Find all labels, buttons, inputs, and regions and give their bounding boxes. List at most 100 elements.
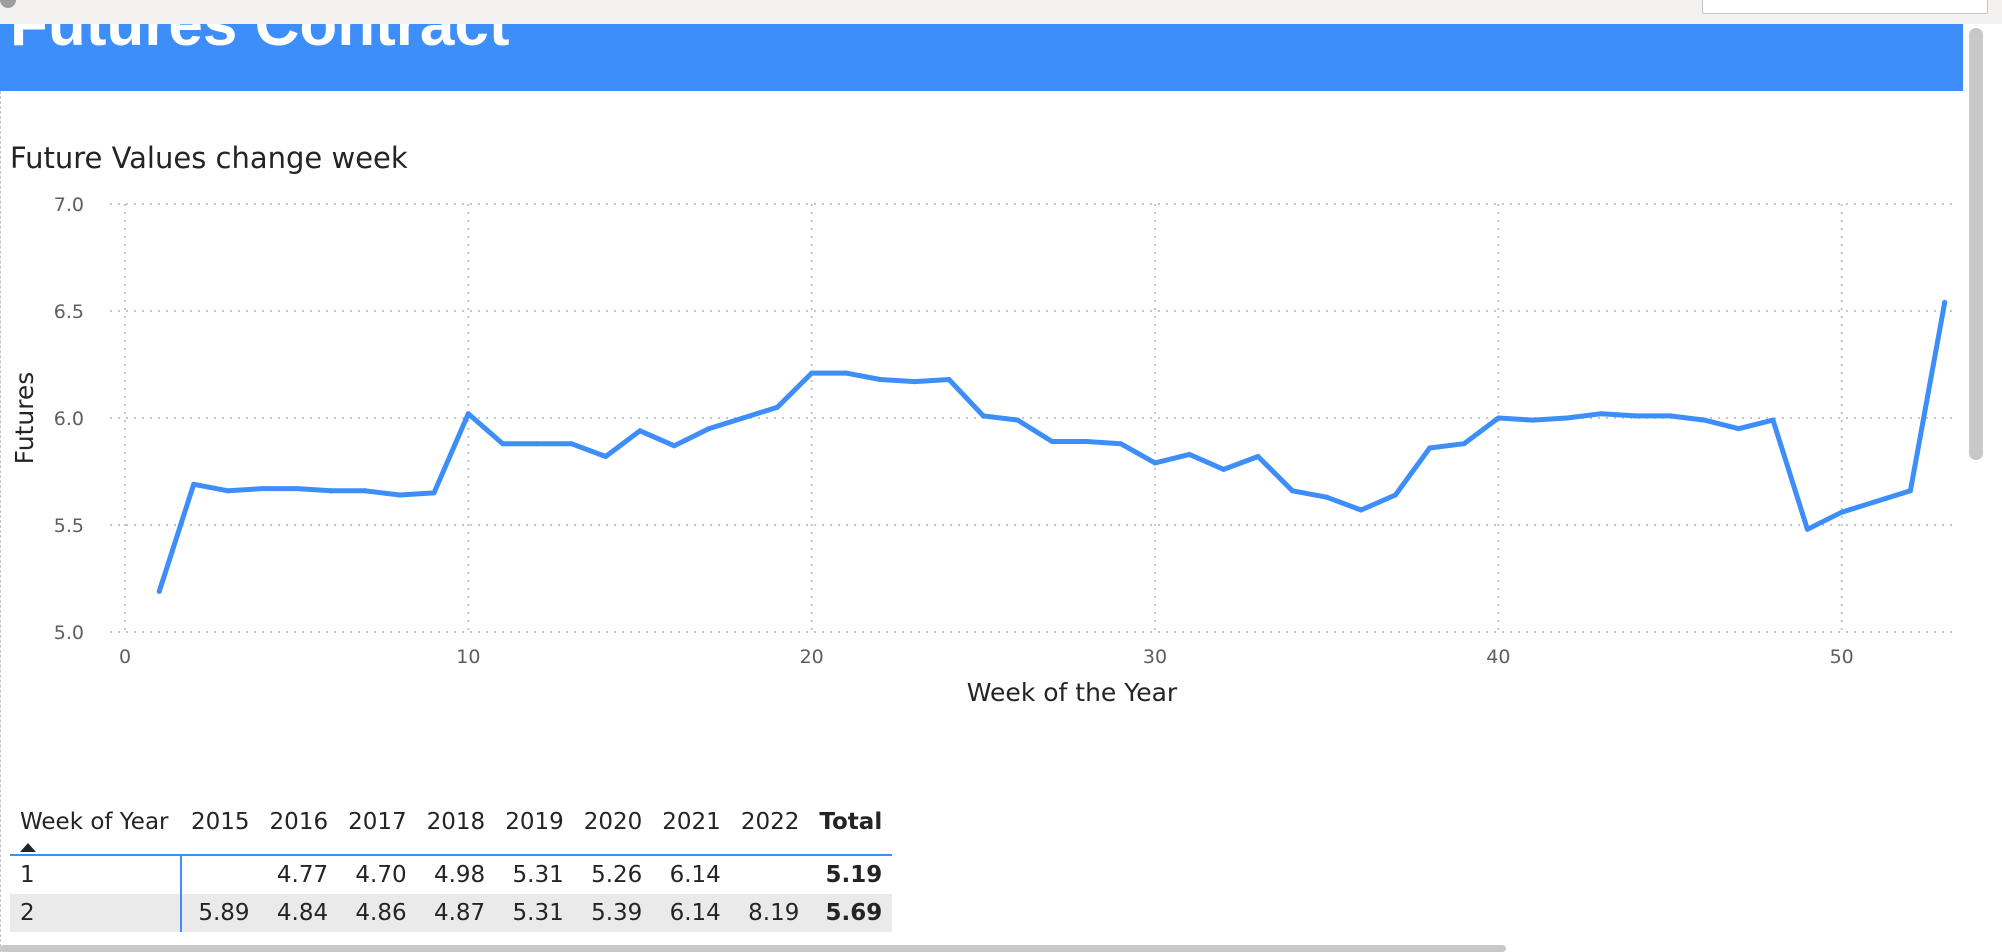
total-cell: 5.69 [809,894,893,932]
table-cell: 4.87 [416,894,496,932]
chart-title: Future Values change week [10,141,408,175]
visual-border [0,91,2,952]
data-point [1289,488,1295,494]
matrix-table: Week of Year 2015 2016 2017 2018 2019 20… [10,799,893,932]
data-point [259,486,265,492]
data-point [603,454,609,459]
report-title: Futures Contract [10,24,510,59]
x-tick-label: 30 [1143,646,1167,668]
vertical-scrollbar-thumb[interactable] [1969,28,1983,460]
y-axis-title: Futures [10,372,39,465]
table-cell: 5.31 [495,894,574,932]
data-point [1598,411,1604,417]
table-cell: 5.89 [181,894,260,932]
data-point [1186,451,1192,457]
sort-ascending-icon[interactable] [20,843,36,852]
table-cell: 5.39 [573,894,653,932]
data-point [1152,460,1158,466]
x-axis-ticks: 0 10 20 30 40 50 [119,646,1854,668]
data-point [500,441,506,447]
y-tick-label: 5.0 [54,622,84,644]
x-tick-label: 50 [1830,646,1854,668]
y-tick-label: 6.0 [54,408,84,430]
data-point [1083,439,1089,444]
table-cell: 6.14 [652,894,731,932]
x-tick-label: 40 [1486,646,1510,668]
x-tick-label: 20 [800,646,824,668]
x-tick-label: 0 [119,646,131,668]
row-header: 1 [10,855,182,894]
table-row[interactable]: 2 5.89 4.84 4.86 4.87 5.31 5.39 6.14 8.1… [10,894,893,932]
y-tick-label: 6.5 [54,301,84,323]
data-point [1118,441,1124,447]
data-point [1736,426,1742,432]
table-cell: 4.70 [355,862,407,888]
table-cell [181,855,260,894]
data-point [809,370,815,376]
data-point [774,404,780,410]
col-header-2017[interactable]: 2017 [338,799,417,856]
y-tick-label: 7.0 [54,194,84,216]
data-point [1564,415,1570,421]
row-header: 2 [10,894,182,932]
data-point [1633,413,1639,419]
top-toolbar-strip [0,0,2002,25]
data-point [1804,526,1810,532]
data-point [740,415,746,421]
data-point [568,441,574,447]
series-line-futures[interactable] [156,299,1948,594]
data-point [465,411,471,417]
data-point [1495,415,1501,421]
data-point [1221,466,1227,472]
data-point [1049,439,1055,444]
total-cell: 5.19 [825,862,883,888]
search-box[interactable] [1702,0,1988,14]
data-point [1770,417,1776,423]
col-header-2019[interactable]: 2019 [495,799,574,856]
data-point [1461,441,1467,447]
data-point [534,441,540,447]
data-point [1839,509,1845,515]
data-point [843,370,849,376]
data-point [225,488,231,494]
col-header-2015[interactable]: 2015 [181,799,260,856]
col-header-label: Week of Year [20,809,169,835]
data-point [294,486,300,492]
col-header-2018[interactable]: 2018 [416,799,496,856]
data-point [191,481,197,487]
col-header-total[interactable]: Total [809,799,893,856]
data-point [877,377,883,382]
col-header-week[interactable]: Week of Year [10,799,181,856]
data-point [328,488,334,494]
table-cell: 4.86 [338,894,417,932]
col-header-2016[interactable]: 2016 [259,799,339,856]
data-point [1530,417,1536,423]
data-point [912,379,918,385]
data-point [1942,299,1948,305]
line-chart[interactable]: 5.0 5.5 6.0 6.5 7.0 0 10 20 30 40 50 Futures Week… [0,180,1960,720]
table-cell [731,855,810,894]
data-point [1907,488,1913,494]
data-point [1427,445,1433,451]
data-point [1015,417,1021,423]
data-point [706,426,712,432]
data-point [1255,454,1261,459]
horizontal-scrollbar-thumb[interactable] [0,945,1506,952]
data-point [1701,417,1707,423]
data-point [1358,507,1364,513]
x-axis-title: Week of the Year [967,678,1178,707]
data-point [397,492,403,498]
table-cell: 4.77 [276,862,329,888]
data-points [156,299,1948,594]
data-point [1392,492,1398,498]
table-row[interactable]: 1 4.77 4.70 4.98 5.31 5.26 6.14 5.19 [10,855,892,894]
y-tick-label: 5.5 [54,515,84,537]
col-header-2021[interactable]: 2021 [652,799,731,856]
table-cell: 4.98 [433,862,486,888]
data-point [671,443,677,449]
data-point [362,488,368,494]
col-header-2020[interactable]: 2020 [573,799,653,856]
table-cell: 5.26 [591,862,643,888]
col-header-2022[interactable]: 2022 [730,799,810,856]
data-point [980,413,986,419]
